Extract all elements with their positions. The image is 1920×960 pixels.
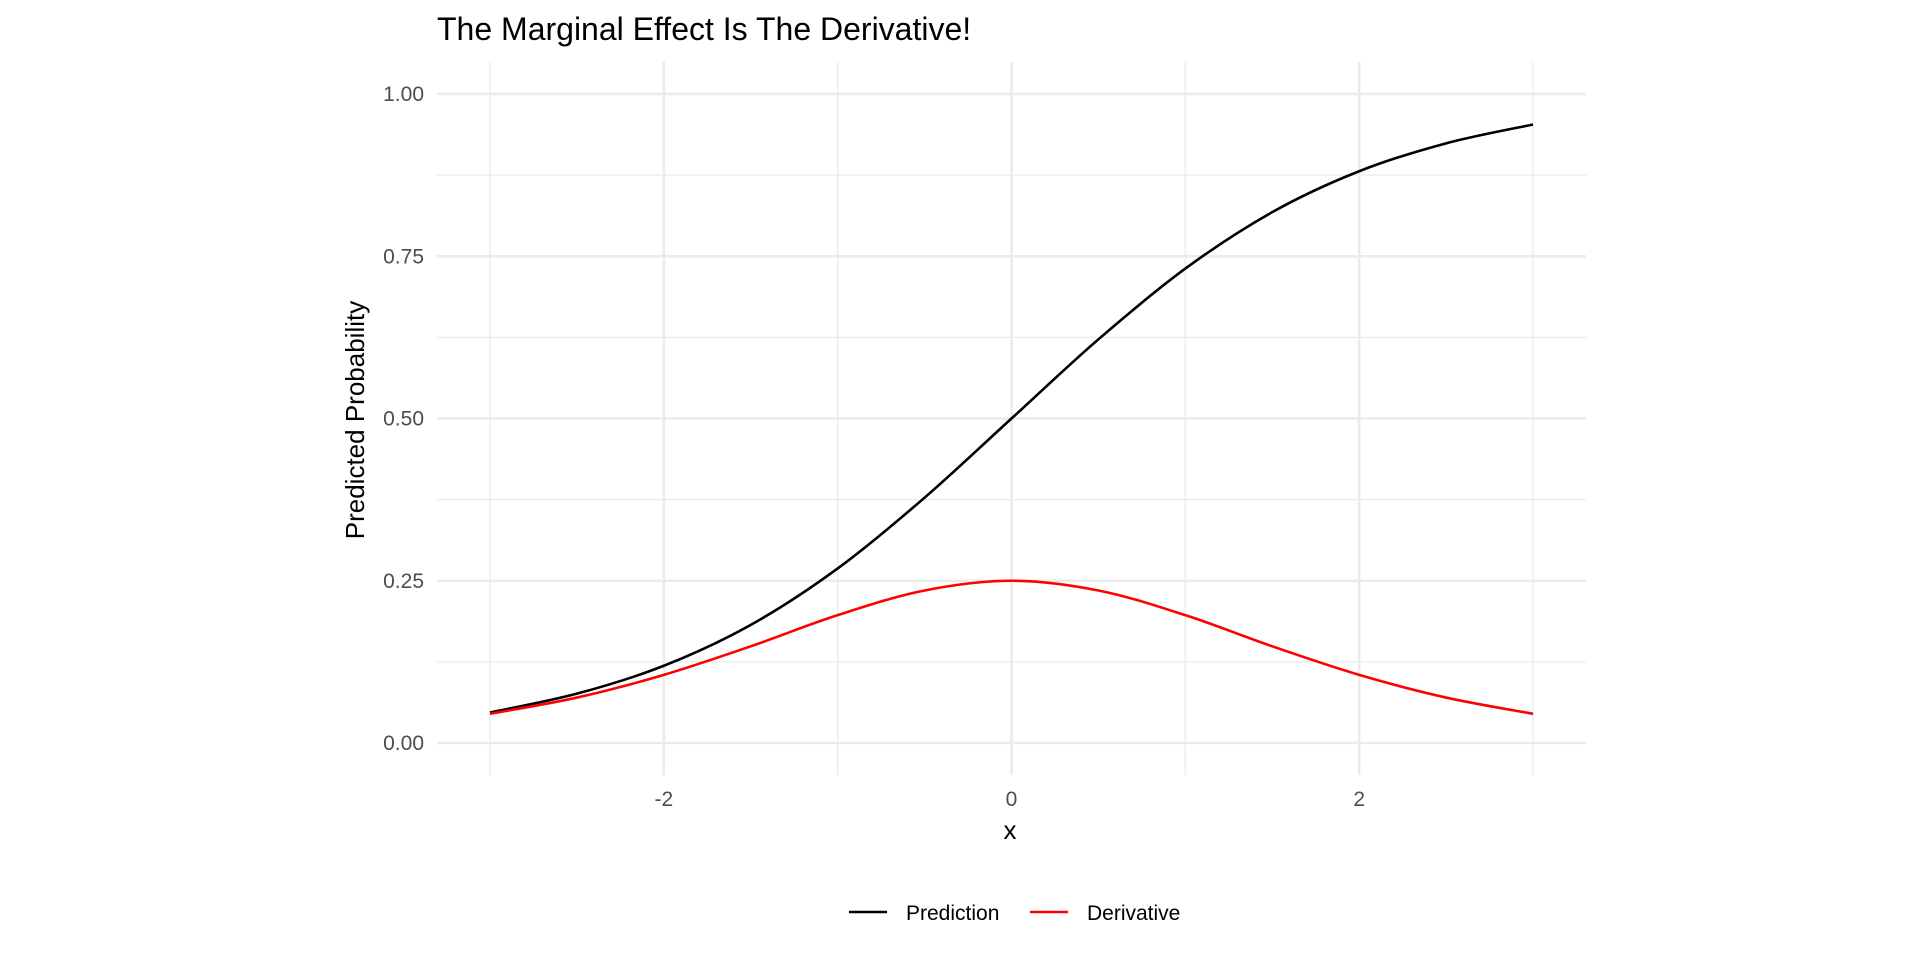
x-tick-label: -2: [654, 788, 673, 811]
x-axis-title: x: [1004, 815, 1017, 845]
y-tick-label: 0.75: [383, 245, 424, 268]
series-line-derivative: [489, 579, 1534, 716]
series-lines: [489, 123, 1534, 716]
x-tick-label: 0: [1006, 788, 1018, 811]
y-tick-label: 1.00: [383, 83, 424, 106]
y-axis-ticks: 0.00 0.25 0.50 0.75 1.00: [383, 83, 424, 755]
y-tick-label: 0.25: [383, 570, 424, 593]
series-line-prediction: [489, 123, 1534, 714]
legend-label-derivative: Derivative: [1087, 902, 1180, 925]
gridlines: [437, 62, 1586, 775]
x-tick-label: 2: [1353, 788, 1365, 811]
legend: Prediction Derivative: [849, 902, 1180, 925]
x-axis-ticks: -2 0 2: [654, 788, 1365, 811]
y-axis-title: Predicted Probability: [340, 301, 370, 539]
y-tick-label: 0.00: [383, 732, 424, 755]
y-tick-label: 0.50: [383, 408, 424, 431]
legend-label-prediction: Prediction: [906, 902, 999, 925]
chart-title: The Marginal Effect Is The Derivative!: [437, 11, 971, 47]
